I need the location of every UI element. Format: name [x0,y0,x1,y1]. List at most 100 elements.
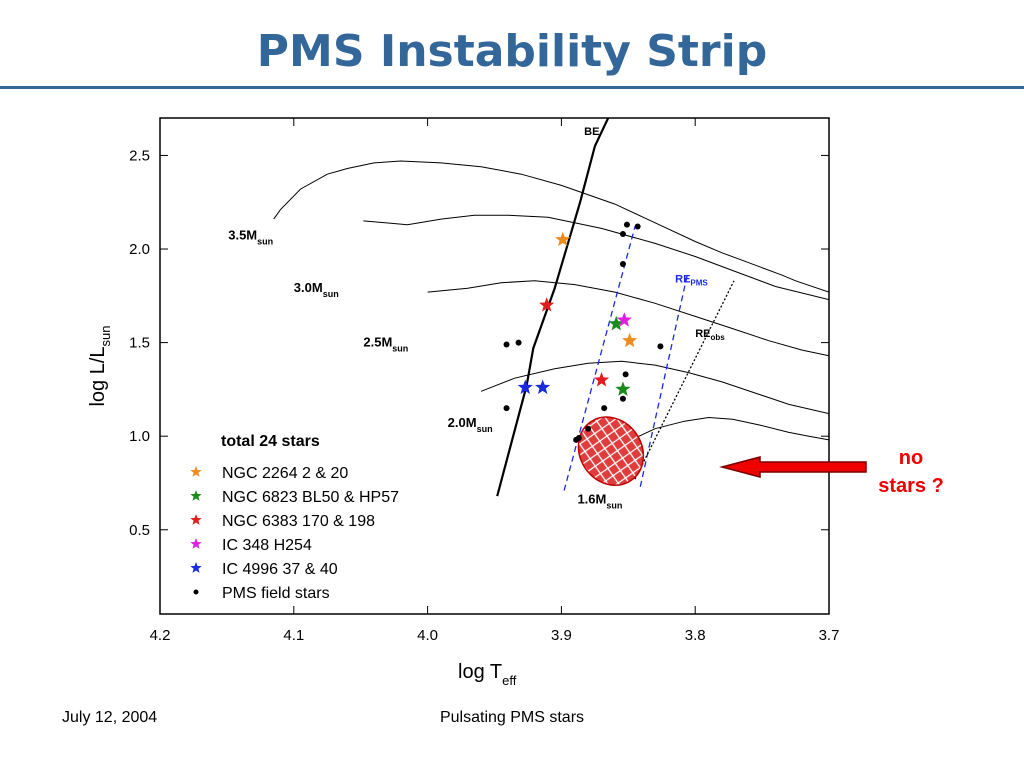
edge-label-main: RE [695,328,710,340]
evolution-track [634,416,829,441]
field-star-dot [503,405,510,412]
evolution-track [480,360,829,415]
star-marker [593,372,610,387]
plot-frame [159,117,830,615]
legend-dot-symbol [193,589,199,595]
y-tick-label: 0.5 [129,522,150,539]
star-marker [555,231,571,247]
hr-diagram-chart: 4.2 4.1 4.0 3.9 3.8 3.7 0.51.01.52.02.5 3.5Ms… [87,117,867,688]
x-tick-label: 3.9 [551,627,572,644]
legend-star-symbol [190,538,202,549]
track-mass-label: 3.5Msun [228,228,273,247]
title-divider [0,86,1024,89]
unstable-region [577,416,645,486]
legend-entry-label: PMS field stars [222,585,330,602]
star-marker [622,332,638,348]
track-mass-label: 2.0Msun [448,415,493,434]
track-mass-sub: sun [606,501,622,511]
chart-annotations: 3.5Msun3.0Msun2.5Msun2.0Msun1.6MsunBEREP… [228,126,725,511]
star-marker [517,379,533,394]
x-axis-ticks: 4.2 4.1 4.0 3.9 3.8 3.7 [150,118,840,644]
track-mass-value: 2.0M [448,415,477,430]
field-star-dot [601,405,608,412]
legend-entry-label: NGC 2264 2 & 20 [222,465,348,482]
edge-label-sub: obs [710,333,725,342]
x-axis-label-sub: eff [502,673,517,688]
field-star-dot [619,231,626,238]
y-axis-label-sub: sun [98,325,113,346]
edge-label: REPMS [675,274,708,288]
field-star-dot [623,221,630,228]
summary-label: total 24 stars [221,433,320,450]
edge-line-re_obs [634,280,735,480]
y-axis-label-main: log L/L [87,346,109,406]
track-mass-sub: sun [477,424,493,434]
x-tick-label: 3.7 [819,627,840,644]
field-star-dot [634,223,641,230]
evolution-track [273,160,829,293]
field-star-dot [585,425,592,432]
field-star-dot [515,339,522,346]
y-tick-label: 2.5 [129,147,150,164]
x-tick-label: 4.1 [283,627,304,644]
x-tick-label: 4.0 [417,627,438,644]
x-axis-label-main: log T [458,661,502,683]
x-tick-label: 3.8 [685,627,706,644]
legend: NGC 2264 2 & 20 NGC 6823 BL50 & HP57 NGC 6… [190,465,399,602]
evolution-track [363,214,829,301]
x-axis-label: log Teff [458,661,517,688]
track-mass-value: 1.6M [577,492,606,507]
legend-entry-label: NGC 6383 170 & 198 [222,513,375,530]
star-marker [539,297,555,312]
field-star-dot [573,436,580,443]
star-marker [608,315,624,331]
star-marker [615,381,631,396]
y-axis-label: log L/Lsun [87,325,113,406]
legend-star-symbol [190,466,202,477]
track-mass-sub: sun [392,343,408,353]
legend-star-symbol [190,490,202,501]
callout-line-2: stars ? [878,475,944,497]
edge-line-re_pms_blue [563,226,636,491]
legend-star-symbol [190,514,202,525]
footer-date: July 12, 2004 [62,709,158,726]
edge-label-main: BE [584,126,599,138]
track-mass-label: 2.5Msun [363,334,408,353]
y-tick-label: 1.0 [129,428,150,445]
track-mass-label: 3.0Msun [294,280,339,299]
summary-label-group: total 24 stars [221,433,320,450]
edge-label-main: RE [675,274,690,286]
slide-title: PMS Instability Strip [256,26,768,77]
legend-entry-label: IC 348 H254 [222,537,312,554]
data-points [503,221,664,443]
field-star-dot [619,395,626,402]
field-star-dot [657,343,664,350]
y-tick-label: 2.0 [129,241,150,258]
legend-entry-label: IC 4996 37 & 40 [222,561,338,578]
footer-topic: Pulsating PMS stars [439,709,585,726]
track-mass-sub: sun [323,289,339,299]
no-stars-callout: no stars ? [852,444,970,500]
y-axis-ticks: 0.5 1.0 1.5 2.0 2.5 [129,147,829,539]
field-star-dot [619,260,626,267]
field-star-dot [622,371,629,378]
edge-line-re_pms_red [639,275,688,487]
edge-label: REobs [695,328,725,342]
callout-line-1: no [898,447,924,469]
evolution-track [427,280,829,357]
track-mass-value: 3.5M [228,228,257,243]
field-star-dot [503,341,510,348]
track-mass-label: 1.6Msun [577,492,622,511]
star-marker [616,312,632,327]
legend-star-symbol [190,562,202,573]
callout-arrow [719,456,867,478]
x-tick-label: 4.2 [150,627,171,644]
track-mass-value: 2.5M [363,334,392,349]
unstable-region-ellipse [577,416,645,486]
legend-entry-label: NGC 6823 BL50 & HP57 [222,489,399,506]
edge-label: BE [584,126,599,138]
track-mass-sub: sun [257,237,273,247]
track-mass-value: 3.0M [294,280,323,295]
y-tick-label: 1.5 [129,335,150,352]
star-marker [535,379,551,394]
